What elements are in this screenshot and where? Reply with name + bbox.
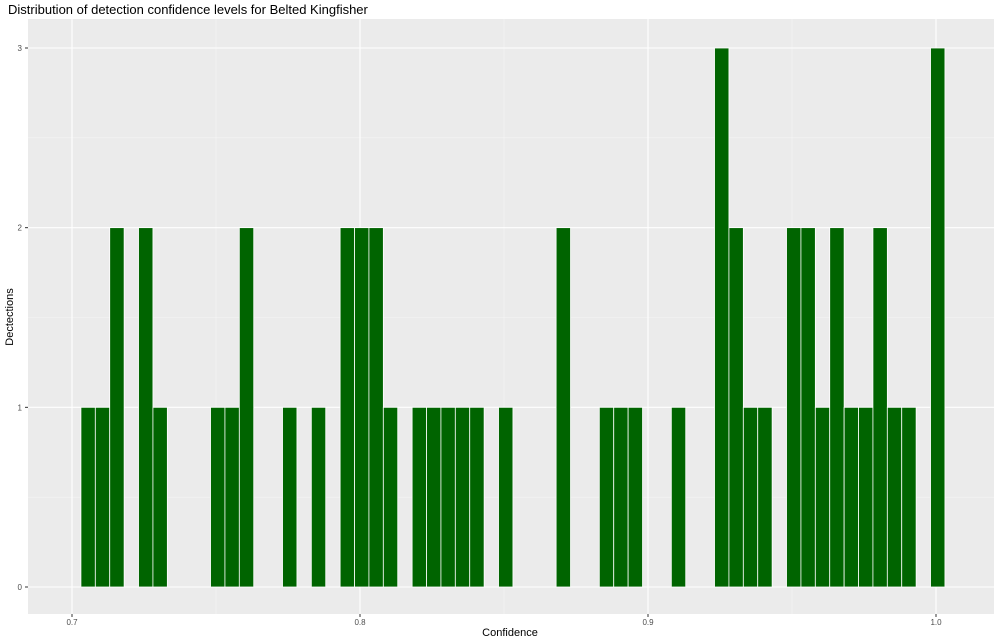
histogram-bar — [800, 227, 816, 588]
histogram-bar — [339, 227, 355, 588]
x-tick-label: 0.7 — [66, 618, 78, 627]
histogram-bar — [440, 406, 456, 588]
histogram-bar — [411, 406, 427, 588]
x-tick-label: 0.8 — [354, 618, 366, 627]
x-axis: 0.7 0.8 0.9 1.0 — [66, 614, 942, 627]
histogram-bar — [814, 406, 831, 588]
histogram-bar — [138, 227, 154, 588]
histogram-bar — [786, 227, 802, 588]
y-tick-label: 3 — [18, 44, 23, 53]
histogram-bar — [454, 406, 471, 588]
histogram-bar — [742, 406, 759, 588]
histogram-bar — [224, 406, 240, 588]
histogram-bar — [354, 227, 370, 588]
y-axis: 0 1 2 3 — [18, 44, 28, 592]
histogram-bar — [872, 227, 888, 588]
histogram-bar — [886, 406, 903, 588]
histogram-bar — [109, 227, 125, 588]
histogram-bar — [282, 406, 298, 588]
chart-title: Distribution of detection confidence lev… — [8, 2, 368, 17]
histogram-bar — [728, 227, 744, 588]
x-axis-label: Confidence — [482, 627, 538, 639]
histogram-bar — [152, 406, 168, 588]
histogram-bars — [80, 47, 946, 588]
histogram-bar — [498, 406, 514, 588]
x-tick-label: 0.9 — [642, 618, 654, 627]
histogram-bar — [613, 406, 629, 588]
x-tick-label: 1.0 — [930, 618, 942, 627]
histogram-bar — [901, 406, 917, 588]
histogram-bar — [714, 47, 730, 588]
histogram-bar — [238, 227, 255, 588]
histogram-bar — [80, 406, 96, 588]
histogram-bar — [757, 406, 773, 588]
histogram-bar — [858, 406, 874, 588]
y-tick-label: 1 — [18, 403, 23, 412]
histogram-bar — [426, 406, 442, 588]
y-tick-label: 0 — [18, 583, 23, 592]
histogram-bar — [310, 406, 327, 588]
y-axis-label: Dectections — [4, 288, 16, 346]
y-tick-label: 2 — [18, 224, 23, 233]
histogram-bar — [469, 406, 485, 588]
histogram-bar — [627, 406, 643, 588]
histogram-bar — [670, 406, 687, 588]
histogram-bar — [930, 47, 946, 588]
histogram-bar — [210, 406, 226, 588]
histogram-bar — [598, 406, 615, 588]
histogram-bar — [382, 406, 399, 588]
histogram-bar — [829, 227, 845, 588]
histogram-bar — [555, 227, 571, 588]
histogram-bar — [843, 406, 859, 588]
histogram-bar — [368, 227, 384, 588]
histogram-bar — [94, 406, 111, 588]
